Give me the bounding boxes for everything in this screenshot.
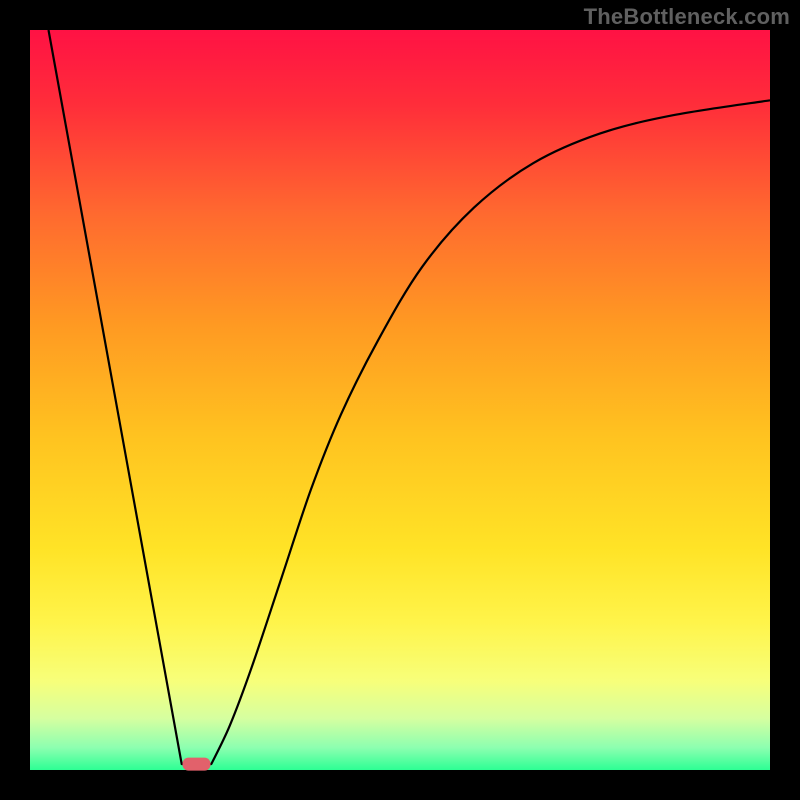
- chart-svg: [0, 0, 800, 800]
- plot-background: [30, 30, 770, 770]
- watermark-text: TheBottleneck.com: [584, 4, 790, 30]
- chart-root: TheBottleneck.com: [0, 0, 800, 800]
- optimal-marker: [183, 758, 211, 771]
